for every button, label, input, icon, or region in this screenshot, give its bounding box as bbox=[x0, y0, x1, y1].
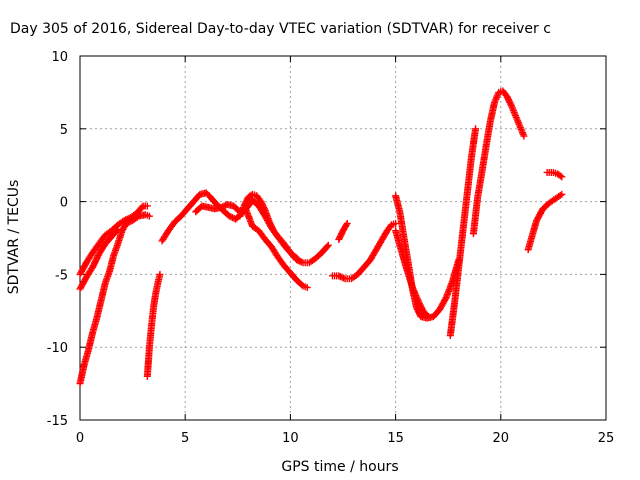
data-point-marker bbox=[133, 213, 141, 221]
x-axis-label: GPS time / hours bbox=[281, 459, 398, 475]
data-point-marker bbox=[293, 255, 301, 263]
data-point-marker bbox=[422, 310, 430, 318]
x-tick-label: 20 bbox=[493, 431, 510, 446]
data-point-marker bbox=[520, 132, 528, 140]
x-tick-label: 5 bbox=[181, 431, 189, 446]
data-point-marker bbox=[335, 272, 343, 280]
data-series-13 bbox=[469, 87, 528, 238]
data-point-marker bbox=[143, 202, 151, 210]
data-point-marker bbox=[441, 295, 449, 303]
data-series-14 bbox=[524, 190, 566, 254]
data-point-marker bbox=[340, 274, 348, 282]
data-point-marker bbox=[343, 219, 351, 227]
data-series-2 bbox=[76, 225, 122, 293]
data-point-marker bbox=[558, 190, 566, 198]
x-tick-label: 15 bbox=[387, 431, 404, 446]
data-point-marker bbox=[408, 284, 416, 292]
data-point-marker bbox=[323, 242, 331, 250]
data-point-marker bbox=[411, 290, 419, 298]
data-point-marker bbox=[558, 173, 566, 181]
data-series-3 bbox=[76, 211, 153, 388]
data-point-marker bbox=[556, 191, 564, 199]
data-point-marker bbox=[342, 221, 350, 229]
data-point-marker bbox=[410, 287, 418, 295]
y-axis-label: SDTVAR / TECUs bbox=[6, 180, 22, 295]
x-tick-label: 25 bbox=[598, 431, 615, 446]
data-point-marker bbox=[413, 293, 421, 301]
data-point-marker bbox=[225, 212, 233, 220]
data-point-marker bbox=[324, 241, 332, 249]
data-point-marker bbox=[409, 285, 417, 293]
data-point-marker bbox=[145, 212, 153, 220]
data-point-marker bbox=[227, 213, 235, 221]
y-tick-label: -10 bbox=[47, 341, 68, 356]
data-point-marker bbox=[122, 219, 130, 227]
grid-lines bbox=[80, 56, 606, 420]
data-point-marker bbox=[412, 292, 420, 300]
data-series-12 bbox=[446, 125, 480, 340]
data-point-marker bbox=[338, 273, 346, 281]
plot-frame bbox=[79, 55, 607, 421]
y-tick-label: 10 bbox=[51, 50, 68, 65]
data-point-marker bbox=[336, 273, 344, 281]
data-series-7 bbox=[236, 190, 303, 264]
data-point-marker bbox=[220, 202, 228, 210]
data-point-marker bbox=[125, 218, 133, 226]
data-point-marker bbox=[219, 203, 227, 211]
data-point-marker bbox=[411, 288, 419, 296]
data-series-6 bbox=[192, 201, 311, 292]
y-tick-label: 0 bbox=[60, 196, 68, 211]
data-point-marker bbox=[414, 296, 422, 304]
data-point-marker bbox=[472, 125, 480, 133]
y-tick-label: 5 bbox=[60, 123, 68, 138]
data-series-9 bbox=[335, 219, 351, 243]
data-point-marker bbox=[156, 270, 164, 278]
data-point-marker bbox=[423, 311, 431, 319]
data-series-8 bbox=[328, 219, 400, 283]
data-series-4 bbox=[143, 270, 164, 380]
data-point-marker bbox=[124, 219, 132, 227]
x-tick-label: 0 bbox=[76, 431, 84, 446]
data-point-marker bbox=[507, 100, 515, 108]
axis-ticks: 0 5 10 15 20 25 -15 -10 -5 0 5 10 bbox=[47, 50, 615, 446]
data-point-marker bbox=[260, 205, 268, 213]
data-series-15 bbox=[543, 168, 566, 181]
y-tick-label: -15 bbox=[47, 414, 68, 429]
chart-title: Day 305 of 2016, Sidereal Day-to-day VTE… bbox=[10, 21, 551, 37]
data-series-11 bbox=[392, 227, 431, 319]
data-point-marker bbox=[303, 284, 311, 292]
data-point-marker bbox=[295, 256, 303, 264]
data-point-marker bbox=[556, 172, 564, 180]
x-tick-label: 10 bbox=[282, 431, 299, 446]
data-point-marker bbox=[217, 203, 225, 211]
y-tick-label: -5 bbox=[55, 268, 68, 283]
data-markers bbox=[76, 87, 566, 388]
data-point-marker bbox=[138, 203, 146, 211]
data-point-marker bbox=[413, 295, 421, 303]
data-point-marker bbox=[392, 219, 400, 227]
